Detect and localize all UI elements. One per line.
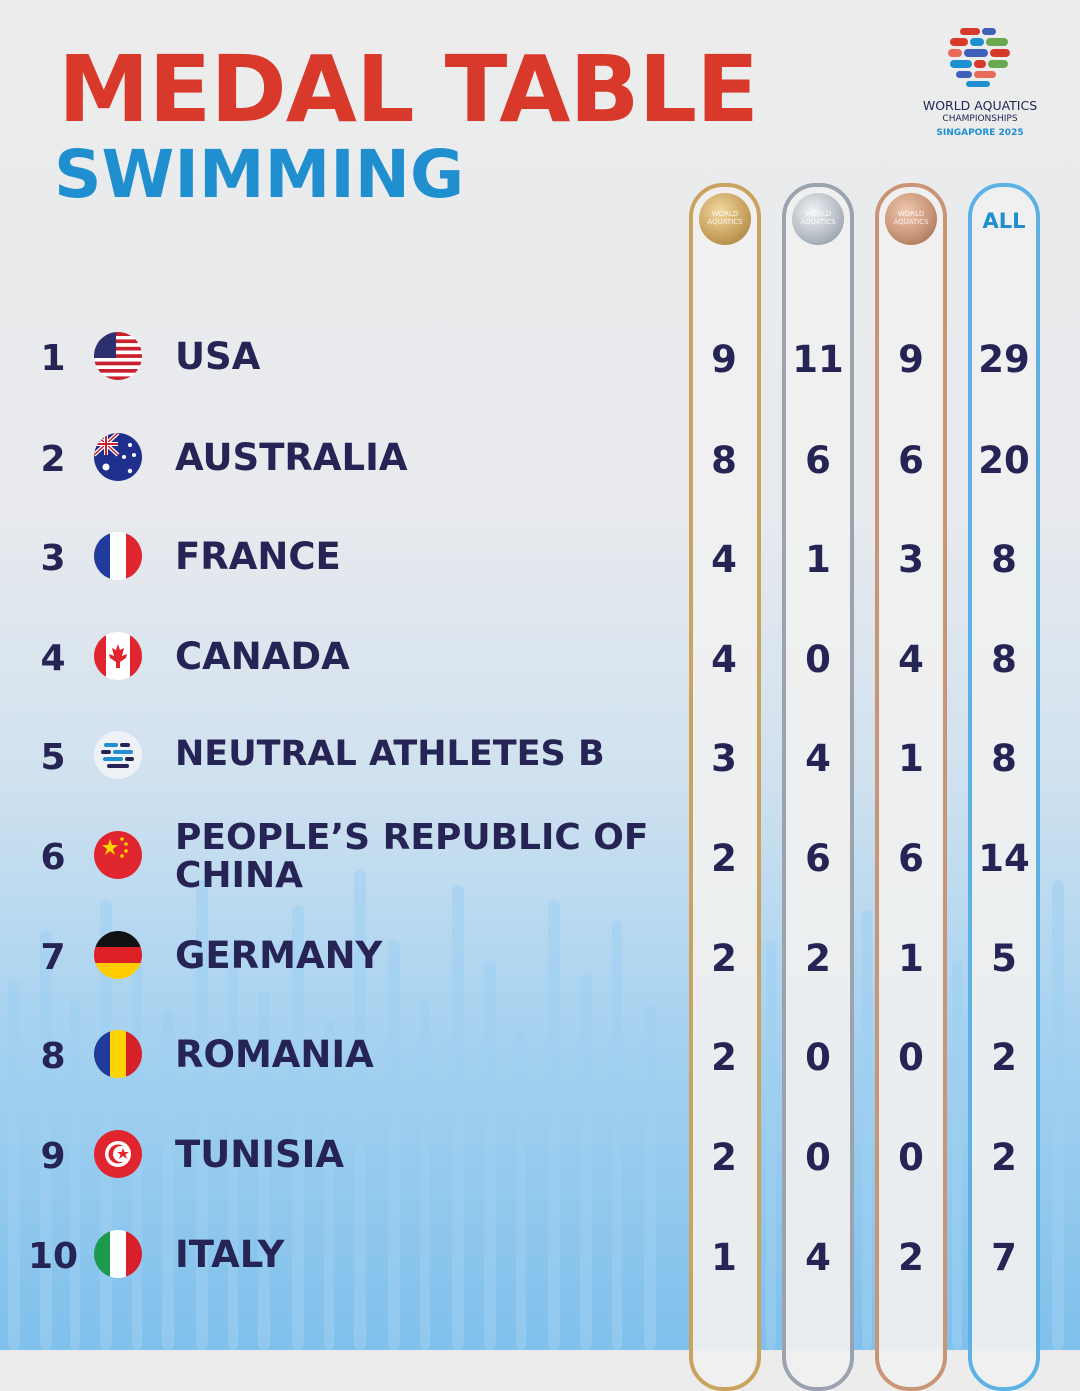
table-row: 5 NEUTRAL ATHLETES B 3 4 1 8 xyxy=(0,725,1080,785)
rank: 8 xyxy=(40,1036,66,1077)
silver-column: WORLD AQUATICS xyxy=(782,183,854,1391)
silver-count: 1 xyxy=(805,538,831,581)
table-row: 2 AUSTRALIA 8 6 6 20 xyxy=(0,427,1080,487)
bronze-count: 0 xyxy=(898,1136,924,1179)
gold-count: 2 xyxy=(711,937,737,980)
romania-flag-icon xyxy=(94,1030,142,1078)
gold-medal-icon: WORLD AQUATICS xyxy=(699,193,751,245)
table-row: 7 GERMANY 2 2 1 5 xyxy=(0,925,1080,985)
silver-count: 0 xyxy=(805,1136,831,1179)
table-row: 10 ITALY 1 4 2 7 xyxy=(0,1224,1080,1284)
tunisia-flag-icon xyxy=(94,1130,142,1178)
italy-flag-icon xyxy=(94,1230,142,1278)
table-row: 1 USA 9 11 9 29 xyxy=(0,326,1080,386)
silver-count: 2 xyxy=(805,937,831,980)
silver-count: 6 xyxy=(805,837,831,880)
silver-count: 6 xyxy=(805,439,831,482)
rank: 4 xyxy=(40,638,66,679)
silver-count: 0 xyxy=(805,1036,831,1079)
bronze-count: 6 xyxy=(898,837,924,880)
total-count: 8 xyxy=(991,638,1017,681)
country-name: FRANCE xyxy=(175,535,341,578)
gold-count: 2 xyxy=(711,1036,737,1079)
country-name: CANADA xyxy=(175,635,350,678)
rank: 5 xyxy=(40,737,66,778)
gold-count: 4 xyxy=(711,638,737,681)
all-column-header: ALL xyxy=(982,209,1026,233)
gold-count: 4 xyxy=(711,538,737,581)
table-row: 6 PEOPLE’S REPUBLIC OF CHINA 2 6 6 14 xyxy=(0,819,1080,895)
rank: 10 xyxy=(27,1236,79,1277)
championships-logo-icon xyxy=(948,28,1010,87)
table-row: 8 ROMANIA 2 0 0 2 xyxy=(0,1024,1080,1084)
rank: 2 xyxy=(40,439,66,480)
gold-count: 3 xyxy=(711,737,737,780)
bronze-count: 3 xyxy=(898,538,924,581)
country-name: NEUTRAL ATHLETES B xyxy=(175,734,605,774)
total-count: 14 xyxy=(978,837,1030,880)
table-row: 4 CANADA 4 0 4 8 xyxy=(0,626,1080,686)
total-count: 8 xyxy=(991,737,1017,780)
usa-flag-icon xyxy=(94,332,142,380)
rank: 9 xyxy=(40,1136,66,1177)
rank: 6 xyxy=(40,837,66,878)
rank: 7 xyxy=(40,937,66,978)
germany-flag-icon xyxy=(94,931,142,979)
logo-line-1: WORLD AQUATICS xyxy=(922,98,1038,113)
bronze-count: 1 xyxy=(898,737,924,780)
bronze-count: 6 xyxy=(898,439,924,482)
bronze-column: WORLD AQUATICS xyxy=(875,183,947,1391)
logo-line-3: SINGAPORE 2025 xyxy=(936,128,1024,138)
gold-medal-text: WORLD AQUATICS xyxy=(707,210,743,226)
country-name: USA xyxy=(175,335,261,378)
rank: 3 xyxy=(40,538,66,579)
neutral-athletes-icon xyxy=(94,731,142,779)
bronze-count: 9 xyxy=(898,338,924,381)
country-name: ITALY xyxy=(175,1233,285,1276)
page-title: MEDAL TABLE xyxy=(58,36,759,143)
all-column: ALL xyxy=(968,183,1040,1391)
silver-medal-text: WORLD AQUATICS xyxy=(800,210,836,226)
page-subtitle: SWIMMING xyxy=(54,136,465,213)
country-name: ROMANIA xyxy=(175,1033,374,1076)
bronze-count: 0 xyxy=(898,1036,924,1079)
background-wave-stripes xyxy=(8,870,1064,1350)
silver-count: 4 xyxy=(805,1236,831,1279)
total-count: 8 xyxy=(991,538,1017,581)
world-aquatics-logo: WORLD AQUATICS CHAMPIONSHIPS SINGAPORE 2… xyxy=(900,26,1060,146)
silver-count: 11 xyxy=(792,338,844,381)
china-flag-icon xyxy=(94,831,142,879)
rank: 1 xyxy=(40,338,66,379)
gold-count: 2 xyxy=(711,837,737,880)
gold-count: 2 xyxy=(711,1136,737,1179)
canada-flag-icon xyxy=(94,632,142,680)
country-name: PEOPLE’S REPUBLIC OF CHINA xyxy=(175,817,649,896)
bronze-medal-text: WORLD AQUATICS xyxy=(893,210,929,226)
silver-count: 4 xyxy=(805,737,831,780)
gold-count: 1 xyxy=(711,1236,737,1279)
france-flag-icon xyxy=(94,532,142,580)
total-count: 7 xyxy=(991,1236,1017,1279)
bronze-medal-icon: WORLD AQUATICS xyxy=(885,193,937,245)
total-count: 29 xyxy=(978,338,1030,381)
total-count: 20 xyxy=(978,439,1030,482)
gold-count: 9 xyxy=(711,338,737,381)
gold-column: WORLD AQUATICS xyxy=(689,183,761,1391)
table-row: 3 FRANCE 4 1 3 8 xyxy=(0,526,1080,586)
silver-medal-icon: WORLD AQUATICS xyxy=(792,193,844,245)
gold-count: 8 xyxy=(711,439,737,482)
country-name: TUNISIA xyxy=(175,1133,345,1176)
logo-line-2: CHAMPIONSHIPS xyxy=(942,114,1018,124)
country-name: AUSTRALIA xyxy=(175,436,408,479)
total-count: 2 xyxy=(991,1036,1017,1079)
australia-flag-icon xyxy=(94,433,142,481)
country-name: GERMANY xyxy=(175,934,383,977)
silver-count: 0 xyxy=(805,638,831,681)
total-count: 2 xyxy=(991,1136,1017,1179)
bronze-count: 1 xyxy=(898,937,924,980)
table-row: 9 TUNISIA 2 0 0 2 xyxy=(0,1124,1080,1184)
bronze-count: 4 xyxy=(898,638,924,681)
total-count: 5 xyxy=(991,937,1017,980)
bronze-count: 2 xyxy=(898,1236,924,1279)
